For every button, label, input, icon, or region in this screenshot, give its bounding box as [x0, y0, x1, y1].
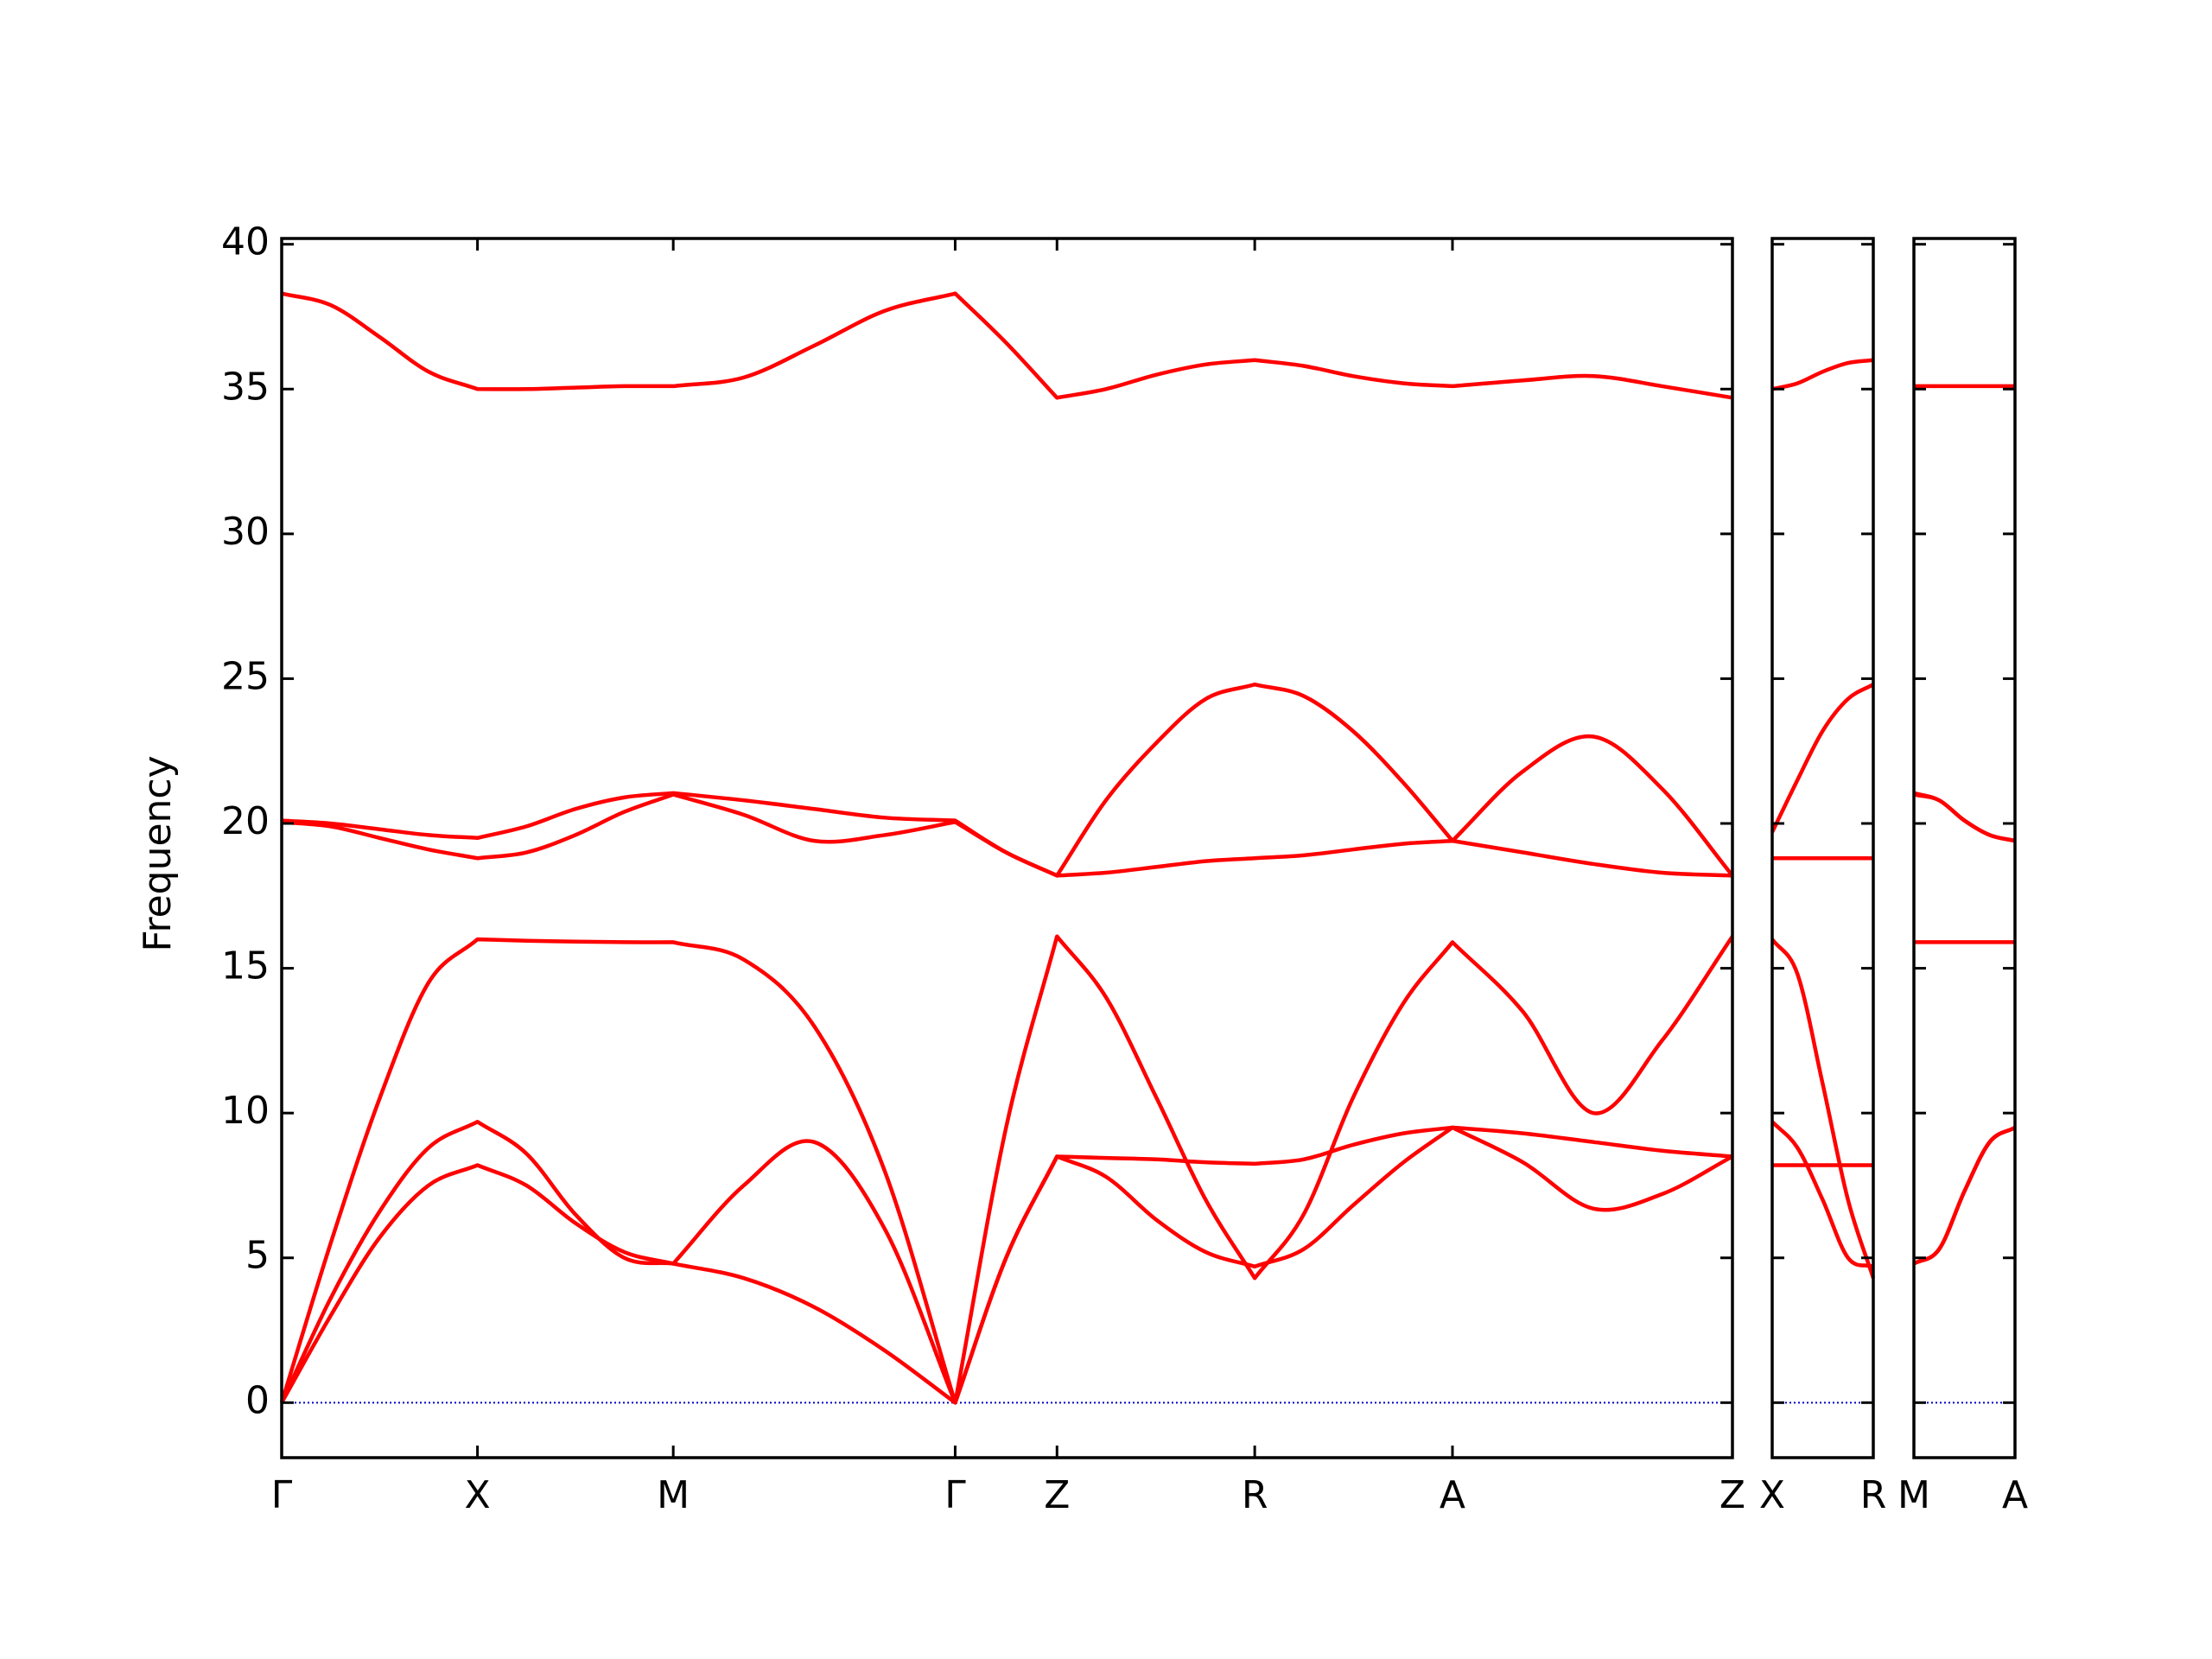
y-tick-label: 15	[221, 944, 270, 988]
x-tick-label: X	[465, 1473, 491, 1517]
axes-frame	[1912, 237, 2017, 1459]
x-tick-label: Z	[1719, 1473, 1745, 1517]
x-tick-label: Z	[1044, 1473, 1070, 1517]
x-tick-label: A	[1440, 1473, 1465, 1517]
x-tick-label: X	[1759, 1473, 1785, 1517]
band-line	[1913, 792, 2016, 843]
band-line	[280, 1125, 1734, 1405]
x-tick-label: A	[2002, 1473, 2028, 1517]
y-tick-label: 20	[221, 799, 270, 843]
x-tick-label: Γ	[271, 1473, 293, 1517]
axes-frame	[1770, 237, 1875, 1459]
band-line	[1771, 358, 1874, 391]
band-line	[281, 291, 1733, 400]
y-tick-label: 0	[245, 1378, 270, 1422]
band-line	[1770, 938, 1876, 1279]
y-tick-label: 5	[245, 1234, 270, 1278]
y-tick-label: 30	[221, 510, 270, 554]
x-tick-label: R	[1860, 1473, 1887, 1517]
band-line	[281, 792, 1733, 878]
y-tick-label: 40	[221, 220, 270, 264]
y-tick-label: 10	[221, 1089, 270, 1133]
axes-frame	[280, 237, 1734, 1459]
band-line	[279, 934, 1734, 1405]
band-line	[1912, 1125, 2017, 1266]
y-axis-label: Frequency	[136, 755, 180, 951]
panel: 0 5 10 15 20 25 30 35 40 Γ X M Γ Z R A Z	[221, 220, 1745, 1517]
y-tick-label: 35	[221, 365, 270, 409]
x-tick-label: Γ	[944, 1473, 966, 1517]
x-tick-label: R	[1242, 1473, 1268, 1517]
x-tick-label: M	[657, 1473, 690, 1517]
x-tick-label: M	[1897, 1473, 1930, 1517]
y-tick-label: 25	[221, 654, 270, 698]
band-line	[1770, 1120, 1874, 1268]
band-line	[1770, 683, 1875, 834]
